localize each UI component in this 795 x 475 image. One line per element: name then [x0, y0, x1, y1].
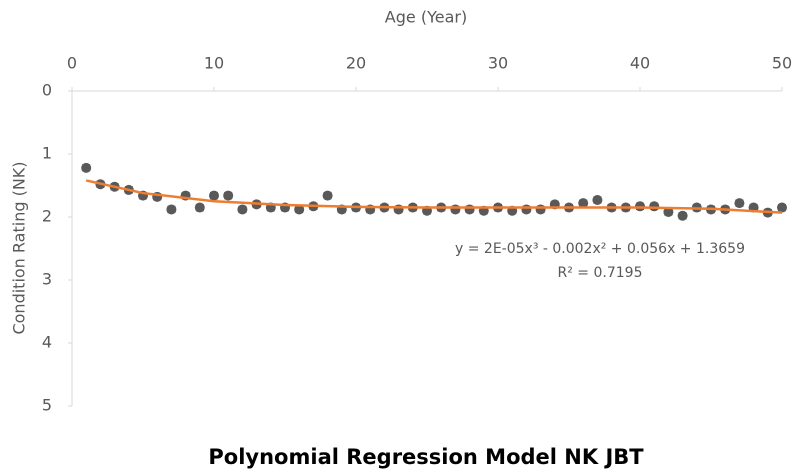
chart-title: Polynomial Regression Model NK JBT [208, 445, 644, 469]
x-tick-label: 40 [630, 54, 650, 73]
y-axis-title: Condition Rating (NK) [10, 161, 29, 334]
point [393, 204, 404, 215]
y-tick-label: 0 [42, 81, 52, 100]
point [592, 194, 603, 205]
point [734, 198, 745, 209]
y-tick-label: 5 [42, 396, 52, 415]
point [166, 204, 177, 215]
point [209, 190, 219, 201]
point [635, 201, 645, 212]
point [294, 204, 305, 215]
x-tick-label: 10 [204, 54, 224, 73]
y-tick-label: 4 [42, 333, 52, 352]
point [535, 204, 546, 215]
point [223, 190, 234, 201]
point [649, 201, 660, 212]
x-axis-title: Age (Year) [385, 8, 467, 27]
equation: y = 2E-05x³ - 0.002x² + 0.056x + 1.3659 [455, 241, 745, 257]
point [81, 162, 92, 173]
trendline [85, 179, 783, 214]
point [663, 206, 674, 217]
point [777, 202, 787, 213]
x-tick-label: 0 [67, 54, 77, 73]
point [521, 204, 532, 215]
x-tick-label: 50 [772, 54, 792, 73]
point [237, 204, 248, 215]
point [578, 198, 589, 209]
point [450, 204, 461, 215]
point [322, 190, 333, 201]
point [464, 204, 475, 215]
y-tick-label: 1 [42, 144, 52, 163]
y-tick-label: 3 [42, 270, 52, 289]
point [194, 202, 205, 213]
y-tick-label: 2 [42, 207, 52, 226]
x-tick-label: 30 [488, 54, 508, 73]
point [677, 210, 688, 221]
x-tick-label: 20 [346, 54, 366, 73]
r-squared: R² = 0.7195 [558, 265, 643, 281]
